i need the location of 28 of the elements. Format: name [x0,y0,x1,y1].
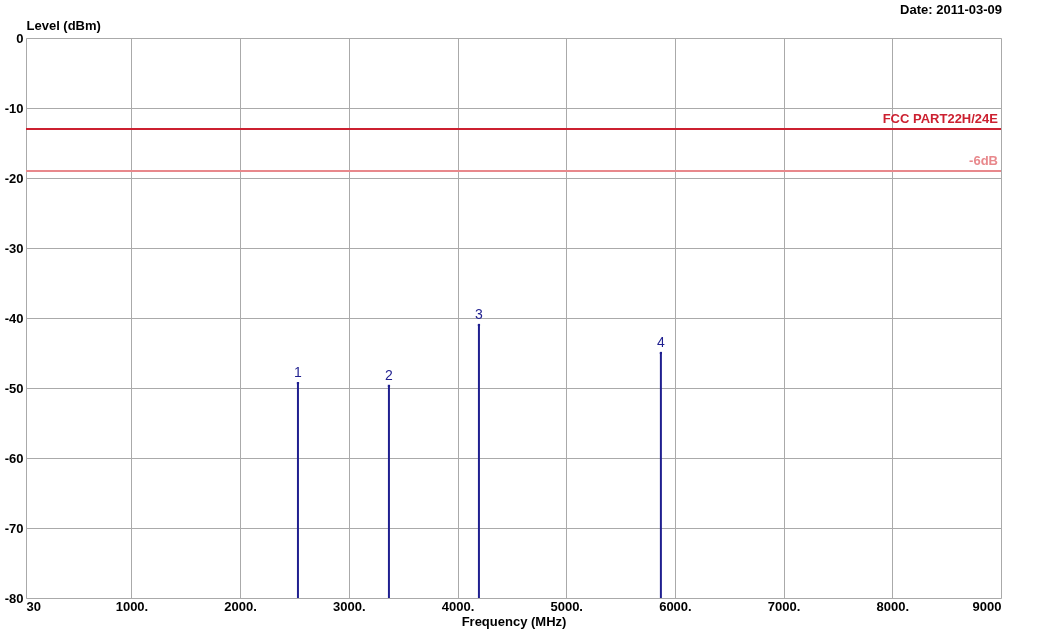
y-tick-label: -70 [4,520,24,536]
y-tick-label: -40 [4,310,24,326]
y-tick-label: -60 [4,450,24,466]
y-tick-label: -10 [4,100,24,116]
x-axis-title: Frequency (MHz) [461,613,567,629]
annotation: 3 [475,306,484,322]
x-tick-label: 8000. [876,598,910,614]
y-tick-label: -20 [4,170,24,186]
y-tick-label: -80 [4,590,24,606]
x-tick-label: 5000. [550,598,583,614]
ref-line-label: -6dB [969,153,998,168]
chart-title: Date: 2011-03-09 [900,2,1002,17]
x-tick-label: 30 [26,598,41,614]
x-tick-label: 4000. [441,598,475,614]
ref-line-label: FCC PART22H/24E [882,111,999,126]
x-tick-label: 1000. [115,598,149,614]
x-tick-label: 2000. [224,598,257,614]
y-tick-label: 0 [16,30,24,46]
y-axis-title: Level (dBm) [26,17,101,33]
x-tick-label: 9000 [972,598,1002,614]
x-tick-label: 7000. [767,598,801,614]
x-tick-label: 3000. [333,598,366,614]
annotation: 4 [656,334,665,350]
y-tick-label: -50 [4,380,24,396]
annotation: 1 [294,364,303,381]
x-tick-label: 6000. [659,598,692,614]
annotation: 2 [385,366,394,383]
y-tick-label: -30 [4,240,24,256]
